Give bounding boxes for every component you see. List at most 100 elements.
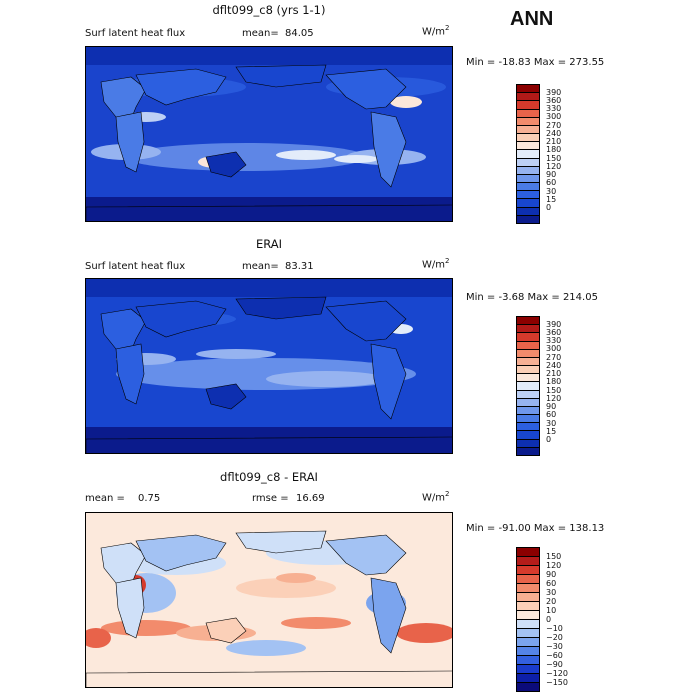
colorbar-swatch: [517, 602, 539, 611]
colorbar-swatch: [517, 174, 539, 184]
colorbar-tick-label: 150: [546, 385, 562, 395]
colorbar-tick-label: 210: [546, 369, 562, 379]
colorbar-tick-label: 0: [546, 203, 552, 213]
colorbar-tick-label: 330: [546, 336, 562, 346]
colorbar-tick-label: 210: [546, 137, 562, 147]
colorbar-tick-label: 60: [546, 178, 557, 188]
panel1-mean-label: mean=: [242, 28, 279, 39]
panel2-map-svg: [86, 279, 452, 453]
colorbar-tick-label: 150: [546, 551, 562, 561]
colorbar-swatch: [517, 390, 539, 399]
season-label: ANN: [510, 8, 554, 30]
colorbar-swatch: [517, 593, 539, 602]
panel2-variable-label: Surf latent heat flux: [85, 261, 186, 272]
colorbar-tick-label: 90: [546, 170, 557, 180]
panel2-colorbar: [516, 316, 540, 456]
colorbar-tick-label: 390: [546, 87, 562, 97]
colorbar-swatch: [517, 415, 539, 424]
colorbar-tick-label: 300: [546, 112, 562, 122]
panel3-units-exp: 2: [445, 490, 450, 498]
colorbar-swatch: [517, 638, 539, 647]
panel3-rmse-value: 16.69: [296, 493, 325, 504]
colorbar-swatch: [517, 439, 539, 448]
colorbar-tick-label: 330: [546, 104, 562, 114]
panel2-minmax: Min = -3.68 Max = 214.05: [466, 292, 598, 303]
colorbar-swatch: [517, 349, 539, 358]
colorbar-tick-label: −20: [546, 633, 563, 643]
colorbar-swatch: [517, 150, 539, 159]
colorbar-swatch: [517, 142, 539, 151]
panel2-units: W/m2: [422, 257, 449, 270]
colorbar-swatch: [517, 125, 539, 135]
colorbar-swatch: [517, 325, 539, 334]
panel1-variable-label: Surf latent heat flux: [85, 28, 186, 39]
panel3-colorbar: [516, 547, 540, 692]
colorbar-tick-label: 180: [546, 145, 562, 155]
colorbar-swatch: [517, 683, 539, 691]
colorbar-tick-label: 180: [546, 377, 562, 387]
colorbar-swatch: [517, 215, 539, 223]
panel3-map-svg: [86, 513, 452, 687]
panel3-minmax: Min = -91.00 Max = 138.13: [466, 523, 605, 534]
colorbar-swatch: [517, 199, 539, 208]
colorbar-swatch: [517, 183, 539, 192]
panel2-units-exp: 2: [445, 257, 450, 265]
colorbar-tick-label: 270: [546, 352, 562, 362]
colorbar-swatch: [517, 423, 539, 432]
colorbar-tick-label: 390: [546, 319, 562, 329]
panel1-units-exp: 2: [445, 24, 450, 32]
colorbar-swatch: [517, 357, 539, 367]
colorbar-swatch: [517, 647, 539, 656]
colorbar-tick-label: 360: [546, 95, 562, 105]
colorbar-swatch: [517, 447, 539, 455]
colorbar-swatch: [517, 134, 539, 143]
panel1-map: [85, 46, 453, 222]
panel1-minmax: Min = -18.83 Max = 273.55: [466, 57, 605, 68]
colorbar-swatch: [517, 382, 539, 391]
colorbar-swatch: [517, 117, 539, 126]
panel3-title: dflt099_c8 - ERAI: [220, 470, 318, 484]
colorbar-swatch: [517, 333, 539, 342]
colorbar-tick-label: −150: [546, 678, 568, 688]
colorbar-swatch: [517, 166, 539, 175]
panel1-units-base: W/m: [422, 26, 445, 38]
colorbar-tick-label: 0: [546, 435, 552, 445]
panel3-rmse-label: rmse =: [252, 493, 289, 504]
panel1-colorbar-swatches: [517, 85, 539, 223]
colorbar-swatch: [517, 109, 539, 118]
colorbar-tick-label: 270: [546, 120, 562, 130]
colorbar-tick-label: 20: [546, 596, 557, 606]
colorbar-tick-label: 90: [546, 402, 557, 412]
colorbar-tick-label: 15: [546, 194, 557, 204]
colorbar-tick-label: −120: [546, 669, 568, 679]
panel3-colorbar-swatches: [517, 548, 539, 691]
colorbar-tick-label: 150: [546, 153, 562, 163]
panel2-map: [85, 278, 453, 454]
colorbar-swatch: [517, 366, 539, 375]
colorbar-swatch: [517, 629, 539, 638]
panel1-map-svg: [86, 47, 452, 221]
panel2-mean-label: mean=: [242, 261, 279, 272]
colorbar-tick-label: 30: [546, 186, 557, 196]
colorbar-tick-label: −90: [546, 660, 563, 670]
panel2-colorbar-swatches: [517, 317, 539, 455]
panel1-mean-value: 84.05: [285, 28, 314, 39]
panel3-mean-value: 0.75: [138, 493, 161, 504]
colorbar-tick-label: 0: [546, 615, 552, 624]
colorbar-tick-label: 90: [546, 569, 557, 579]
colorbar-tick-label: 240: [546, 360, 562, 370]
colorbar-swatch: [517, 85, 539, 94]
colorbar-swatch: [517, 584, 539, 593]
colorbar-tick-label: 240: [546, 128, 562, 138]
colorbar-tick-label: −30: [546, 642, 563, 652]
colorbar-swatch: [517, 398, 539, 407]
colorbar-tick-label: 30: [546, 587, 557, 597]
colorbar-tick-label: −60: [546, 651, 563, 661]
colorbar-swatch: [517, 620, 539, 629]
colorbar-swatch: [517, 406, 539, 416]
colorbar-tick-label: 120: [546, 393, 562, 403]
colorbar-tick-label: 120: [546, 161, 562, 171]
panel3-units: W/m2: [422, 490, 449, 503]
panel1-units: W/m2: [422, 24, 449, 37]
colorbar-swatch: [517, 158, 539, 167]
